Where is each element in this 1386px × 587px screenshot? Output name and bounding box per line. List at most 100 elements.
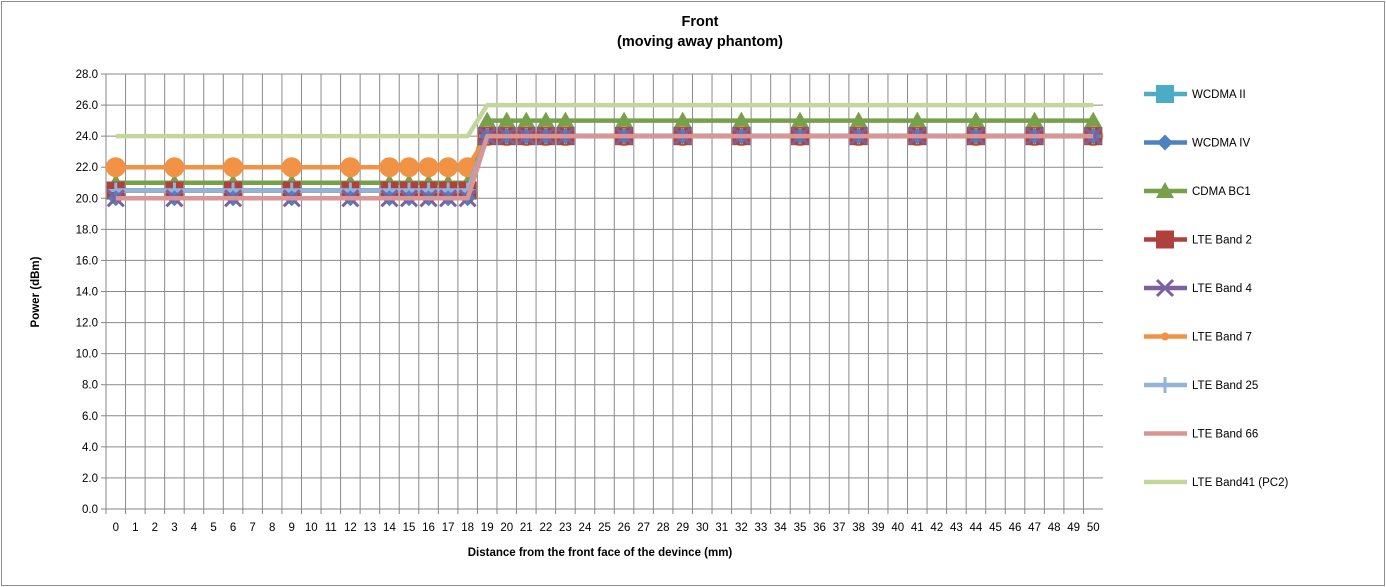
legend-item: WCDMA II (1144, 85, 1246, 103)
x-tick-label: 17 (442, 522, 455, 534)
x-tick-label: 39 (872, 522, 885, 534)
data-point (1156, 85, 1174, 103)
y-tick-label: 24.0 (76, 131, 98, 143)
series-lte-band-7 (105, 126, 1104, 178)
series-lte-band-66 (115, 133, 1094, 201)
legend-item: WCDMA IV (1144, 134, 1250, 151)
data-point (536, 111, 555, 128)
x-tick-label: 8 (269, 522, 275, 534)
x-tick-label: 46 (1009, 522, 1022, 534)
data-point (105, 157, 126, 178)
x-tick-label: 12 (344, 522, 357, 534)
data-point (1084, 127, 1103, 146)
x-tick-label: 23 (559, 522, 572, 534)
legend-label: LTE Band 7 (1192, 332, 1252, 344)
x-tick-label: 28 (657, 522, 670, 534)
y-tick-label: 20.0 (76, 193, 98, 205)
x-axis-ticks: 0 1 2 3 4 5 6 7 8 9 10 11 12 13 14 15 16 17 18 19 20 21 22 23 24… (105, 509, 1100, 534)
legend-marker (1161, 332, 1169, 341)
y-tick-label: 2.0 (82, 473, 98, 485)
y-tick-label: 8.0 (82, 380, 98, 392)
data-point (849, 111, 868, 128)
gridlines (106, 73, 1103, 510)
x-tick-label: 11 (325, 522, 337, 534)
x-tick-label: 14 (383, 522, 396, 534)
y-tick-label: 4.0 (82, 442, 98, 454)
x-axis-label: Distance from the front face of the devi… (468, 547, 733, 559)
series-line (115, 118, 1094, 185)
x-tick-label: 7 (249, 522, 255, 534)
data-point (1156, 230, 1174, 249)
y-tick-label: 0.0 (82, 504, 98, 516)
x-tick-label: 42 (930, 522, 943, 534)
legend-item: LTE Band 25 (1144, 377, 1258, 393)
data-point (1157, 134, 1173, 151)
y-tick-label: 6.0 (82, 411, 98, 423)
x-tick-label: 16 (422, 522, 435, 534)
x-tick-label: 27 (637, 522, 650, 534)
legend: WCDMA II WCDMA IV CDMA BC1 LTE Band 2 LTE Ba… (1144, 85, 1288, 489)
data-point (399, 157, 420, 178)
series-line (115, 102, 1094, 139)
x-tick-label: 31 (715, 522, 728, 534)
x-tick-label: 26 (618, 522, 631, 534)
chart-title: Front (681, 14, 718, 30)
x-tick-label: 4 (191, 522, 198, 534)
legend-label: LTE Band 25 (1192, 380, 1258, 392)
x-tick-label: 45 (989, 522, 1002, 534)
y-axis-ticks: 0.0 2.0 4.0 6.0 8.0 10.0 12.0 14.0 16.0 18.0 20.0 2… (76, 69, 106, 516)
y-tick-label: 16.0 (76, 255, 98, 267)
y-tick-label: 10.0 (76, 349, 98, 361)
x-tick-label: 0 (113, 522, 119, 534)
legend-item: LTE Band 66 (1144, 429, 1258, 441)
legend-item: LTE Band 4 (1144, 278, 1252, 298)
x-tick-label: 47 (1028, 522, 1041, 534)
data-point (615, 111, 634, 128)
series-line (115, 133, 1094, 201)
x-tick-label: 21 (520, 522, 533, 534)
x-tick-label: 3 (171, 522, 177, 534)
x-tick-label: 22 (539, 522, 552, 534)
legend-label: LTE Band 2 (1192, 235, 1252, 247)
data-point (517, 111, 536, 128)
x-tick-label: 43 (950, 522, 963, 534)
x-tick-label: 15 (403, 522, 416, 534)
data-point (908, 111, 927, 128)
x-tick-label: 18 (461, 522, 474, 534)
y-axis-label: Power (dBm) (30, 256, 42, 327)
data-point (281, 157, 302, 178)
x-tick-label: 32 (735, 522, 748, 534)
legend-item: LTE Band 2 (1144, 230, 1252, 249)
x-tick-label: 41 (911, 522, 924, 534)
y-tick-label: 28.0 (76, 69, 98, 81)
x-tick-label: 13 (364, 522, 377, 534)
x-tick-label: 50 (1087, 522, 1100, 534)
data-point (1084, 111, 1103, 128)
x-tick-label: 49 (1067, 522, 1080, 534)
y-tick-label: 18.0 (76, 224, 98, 236)
x-tick-label: 36 (813, 522, 826, 534)
data-point (340, 157, 361, 178)
series-lte-band-25 (107, 128, 1102, 199)
legend-label: LTE Band 66 (1192, 429, 1258, 441)
data-point (418, 157, 439, 178)
data-point (673, 111, 692, 128)
y-tick-label: 26.0 (76, 100, 98, 112)
legend-item: LTE Band 7 (1144, 332, 1252, 344)
data-point (556, 111, 575, 128)
x-tick-label: 5 (210, 522, 216, 534)
legend-label: LTE Band41 (PC2) (1192, 477, 1288, 489)
data-point (732, 111, 751, 128)
x-tick-label: 20 (500, 522, 513, 534)
data-point (497, 111, 516, 128)
data-point (1025, 111, 1044, 128)
y-tick-label: 14.0 (76, 287, 98, 299)
x-tick-label: 30 (696, 522, 709, 534)
legend-item: LTE Band41 (PC2) (1144, 477, 1288, 489)
series-cdma-bc1 (106, 111, 1103, 190)
legend-label: WCDMA II (1192, 89, 1246, 101)
x-tick-label: 34 (774, 522, 787, 534)
x-tick-label: 6 (230, 522, 236, 534)
